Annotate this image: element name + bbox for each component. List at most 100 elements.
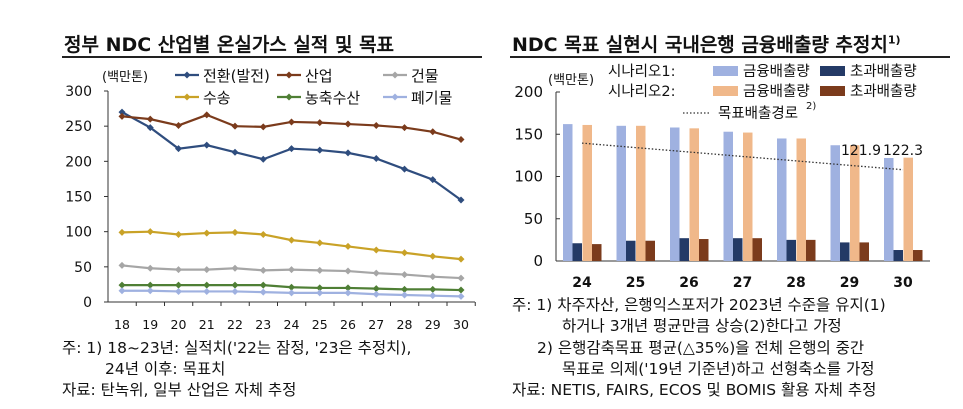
data-point-폐기물 xyxy=(288,289,295,297)
legend-label-target: 목표배출경로 xyxy=(718,105,798,122)
legend-label-초과배출량: 초과배출량 xyxy=(850,63,917,80)
bar-s2-초과배출량 xyxy=(699,239,709,261)
data-point-수송 xyxy=(175,230,182,238)
legend-marker-전환(발전) xyxy=(183,71,191,79)
data-point-수송 xyxy=(401,249,408,257)
data-point-전환(발전) xyxy=(372,155,380,163)
legend-label-농축수산: 농축수산 xyxy=(305,89,360,107)
right-title-text: NDC 목표 실현시 국내은행 금융배출량 추정치 xyxy=(512,34,888,56)
bar-s1-초과배출량 xyxy=(679,238,689,261)
data-point-폐기물 xyxy=(175,287,182,295)
bar-s1-초과배출량 xyxy=(840,242,850,261)
left-x-tick-label: 21 xyxy=(199,317,215,332)
bar-s1-초과배출량 xyxy=(786,239,796,261)
bar-s2-초과배출량 xyxy=(859,242,869,261)
right-x-tick-label: 29 xyxy=(840,275,859,291)
data-point-산업 xyxy=(401,124,408,132)
left-y-unit-label: (백만톤) xyxy=(102,70,148,85)
legend-marker-산업 xyxy=(285,71,293,79)
data-point-농축수산 xyxy=(175,281,182,289)
data-point-전환(발전) xyxy=(203,141,211,149)
legend-swatch-금융배출량 xyxy=(713,86,738,96)
right-x-tick-label: 26 xyxy=(679,275,698,291)
left-x-tick-label: 27 xyxy=(368,317,384,332)
right-x-tick-label: 30 xyxy=(893,275,913,291)
legend-target-sup: 2) xyxy=(806,101,816,112)
data-point-전환(발전) xyxy=(175,145,182,153)
data-point-건물 xyxy=(118,261,126,269)
data-point-건물 xyxy=(203,266,211,274)
data-point-전환(발전) xyxy=(457,196,465,204)
left-y-tick-label: 100 xyxy=(65,225,92,241)
data-point-농축수산 xyxy=(316,284,324,292)
data-point-전환(발전) xyxy=(344,149,352,157)
data-point-수송 xyxy=(203,229,211,237)
right-title-sup: 1) xyxy=(887,33,901,47)
left-y-tick-label: 0 xyxy=(83,295,92,311)
data-point-농축수산 xyxy=(429,285,437,293)
data-label-s1: 121.9 xyxy=(841,143,881,159)
data-point-수송 xyxy=(344,242,352,250)
legend-label-초과배출량: 초과배출량 xyxy=(850,83,917,100)
bar-s2-금융배출량 xyxy=(850,145,860,261)
data-point-폐기물 xyxy=(316,289,324,297)
data-point-폐기물 xyxy=(457,292,465,300)
bar-s1-초과배출량 xyxy=(893,250,903,261)
data-point-산업 xyxy=(316,119,324,127)
data-point-산업 xyxy=(146,115,154,123)
data-point-수송 xyxy=(457,255,465,263)
bar-s2-초과배출량 xyxy=(806,239,816,261)
data-point-산업 xyxy=(231,122,239,130)
left-source: 자료: 탄녹위, 일부 산업은 자체 추정 xyxy=(62,381,297,399)
bar-s2-금융배출량 xyxy=(636,125,646,261)
data-point-산업 xyxy=(429,128,437,136)
left-y-tick-label: 300 xyxy=(65,84,92,100)
left-y-tick-label: 250 xyxy=(65,119,92,135)
data-point-폐기물 xyxy=(146,287,154,295)
data-point-수송 xyxy=(316,239,324,247)
data-point-농축수산 xyxy=(203,281,211,289)
bar-s2-초과배출량 xyxy=(645,240,655,261)
bar-s1-초과배출량 xyxy=(572,243,582,261)
right-x-tick-label: 27 xyxy=(733,275,752,291)
bar-s2-초과배출량 xyxy=(913,250,923,261)
data-point-폐기물 xyxy=(231,287,239,295)
data-point-건물 xyxy=(344,267,352,275)
data-point-농축수산 xyxy=(344,284,352,292)
bar-s1-금융배출량 xyxy=(616,125,626,261)
data-point-폐기물 xyxy=(203,287,211,295)
legend-label-수송: 수송 xyxy=(203,89,231,107)
data-point-산업 xyxy=(344,120,352,128)
data-point-농축수산 xyxy=(372,285,380,293)
data-point-전환(발전) xyxy=(316,146,324,154)
legend-swatch-금융배출량 xyxy=(713,66,738,76)
data-point-농축수산 xyxy=(259,281,267,289)
data-point-수송 xyxy=(288,236,295,244)
data-point-산업 xyxy=(203,111,211,119)
legend-scenario-label: 시나리오2: xyxy=(608,83,675,100)
legend-swatch-초과배출량 xyxy=(820,66,845,76)
right-title-underline xyxy=(510,56,950,58)
data-point-농축수산 xyxy=(146,281,154,289)
bar-s1-금융배출량 xyxy=(777,138,787,261)
data-point-폐기물 xyxy=(259,288,267,296)
data-point-수송 xyxy=(231,228,239,236)
data-point-전환(발전) xyxy=(401,165,408,173)
data-point-건물 xyxy=(372,269,380,277)
left-x-tick-label: 22 xyxy=(227,317,243,332)
right-note-1b: 하거나 3개년 평균만큼 상승(2)한다고 가정 xyxy=(562,317,842,335)
left-title-underline xyxy=(62,56,482,58)
bar-s2-금융배출량 xyxy=(903,157,913,261)
data-point-건물 xyxy=(457,274,465,282)
right-x-tick-label: 24 xyxy=(572,275,592,291)
right-x-tick-label: 28 xyxy=(786,275,805,291)
left-chart-title: 정부 NDC 산업별 온실가스 실적 및 목표 xyxy=(64,34,395,56)
data-point-건물 xyxy=(288,266,295,274)
data-point-농축수산 xyxy=(118,281,126,289)
data-point-농축수산 xyxy=(288,283,295,291)
bar-s1-금융배출량 xyxy=(563,124,573,261)
right-y-tick-label: 50 xyxy=(524,210,543,228)
right-note-2: 2) 은행감축목표 평균(△35%)을 전체 은행의 중간 xyxy=(537,339,865,357)
data-point-농축수산 xyxy=(457,286,465,294)
